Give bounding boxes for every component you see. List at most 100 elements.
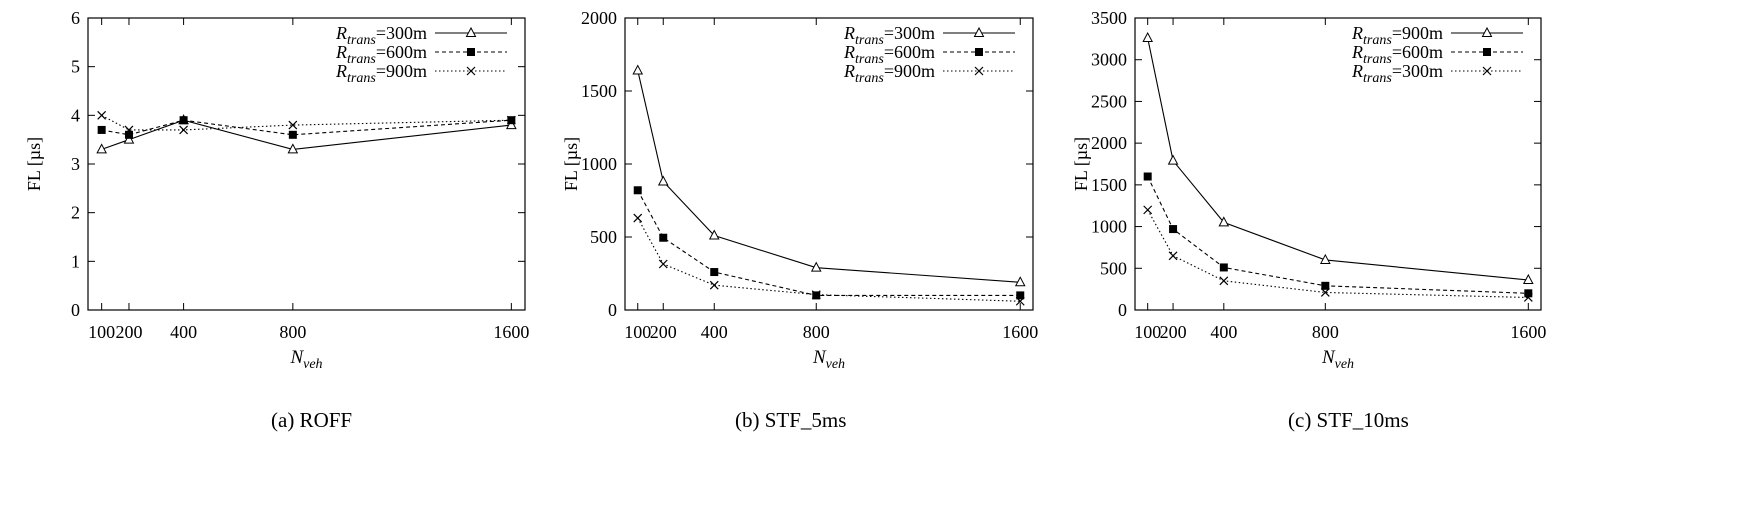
y-tick-label: 4 xyxy=(71,105,80,125)
plot-frame xyxy=(87,17,526,311)
data-point xyxy=(506,115,516,125)
data-point xyxy=(1142,31,1154,43)
x-axis-label: Nveh xyxy=(1321,347,1354,372)
data-point xyxy=(123,133,135,144)
y-tick-label: 3000 xyxy=(1091,50,1127,70)
series-line xyxy=(637,190,1021,296)
series-line xyxy=(101,114,512,131)
x-tick-label: 400 xyxy=(701,322,728,342)
y-axis-label: FL [µs] xyxy=(561,137,581,191)
legend-label: Rtrans=600m xyxy=(843,42,935,67)
legend-label: Rtrans=600m xyxy=(1351,42,1443,67)
data-point xyxy=(658,259,668,269)
x-tick-label: 800 xyxy=(279,322,306,342)
chart-caption: (b) STF_5ms xyxy=(735,408,846,432)
x-tick-label: 200 xyxy=(1160,322,1187,342)
data-point xyxy=(811,290,821,300)
x-tick-label: 1600 xyxy=(1002,322,1038,342)
chart-1: 0 1 2 3 4 5 6 100 200 400 800 1600 FL [µs] Nveh Rtrans… xyxy=(24,8,529,432)
legend-marker xyxy=(466,66,476,76)
legend-marker xyxy=(1482,66,1492,76)
y-axis-label: FL [µs] xyxy=(24,137,44,191)
y-tick-label: 0 xyxy=(608,300,617,320)
series-line xyxy=(637,70,1021,283)
x-tick-label: 100 xyxy=(624,322,651,342)
data-point xyxy=(1321,281,1330,290)
y-tick-label: 2000 xyxy=(1091,133,1127,153)
series-1 xyxy=(632,64,1026,287)
legend-marker xyxy=(1481,26,1493,37)
series-2 xyxy=(633,186,1025,300)
data-point xyxy=(124,130,133,139)
chart-caption: (a) ROFF xyxy=(271,408,352,432)
data-point xyxy=(287,143,299,154)
legend-marker xyxy=(974,66,984,76)
data-point xyxy=(1016,291,1025,300)
y-tick-label: 500 xyxy=(590,227,617,247)
y-tick-label: 2500 xyxy=(1091,91,1127,111)
data-point xyxy=(1168,251,1178,261)
data-point xyxy=(288,130,297,139)
y-tick-label: 2 xyxy=(71,203,80,223)
y-tick-label: 0 xyxy=(1118,300,1127,320)
data-point xyxy=(1523,293,1533,302)
data-point xyxy=(506,118,517,130)
data-point xyxy=(1524,289,1533,298)
data-point xyxy=(179,116,188,125)
data-point xyxy=(1015,296,1025,306)
data-point xyxy=(632,64,644,75)
y-tick-label: 1000 xyxy=(1091,217,1127,237)
data-point xyxy=(1218,216,1230,227)
legend-marker xyxy=(975,48,983,56)
x-tick-label: 100 xyxy=(1134,322,1161,342)
y-tick-label: 5 xyxy=(71,57,80,77)
x-tick-label: 400 xyxy=(170,322,197,342)
chart-caption: (c) STF_10ms xyxy=(1288,408,1409,432)
y-tick-label: 0 xyxy=(71,300,80,320)
x-tick-label: 800 xyxy=(1312,322,1339,342)
series-2 xyxy=(97,116,516,139)
x-tick-label: 1600 xyxy=(1510,322,1546,342)
data-point xyxy=(1143,172,1152,181)
series-line xyxy=(1147,176,1529,294)
x-axis-label: Nveh xyxy=(812,347,845,372)
legend-label: Rtrans=900m xyxy=(335,61,427,86)
data-point xyxy=(1167,154,1179,165)
data-point xyxy=(657,175,669,186)
x-tick-label: 100 xyxy=(88,322,115,342)
plot-frame xyxy=(624,17,1034,311)
legend-label: Rtrans=300m xyxy=(335,23,427,48)
data-point xyxy=(810,261,822,272)
data-point xyxy=(710,268,719,277)
y-tick-label: 6 xyxy=(71,8,80,28)
x-tick-label: 1600 xyxy=(493,322,529,342)
data-point xyxy=(633,213,643,223)
data-point xyxy=(1319,253,1331,264)
legend-label: Rtrans=300m xyxy=(1351,61,1443,86)
legend-marker xyxy=(1483,48,1491,56)
series-1 xyxy=(96,114,517,154)
x-tick-label: 200 xyxy=(115,322,142,342)
y-tick-label: 2000 xyxy=(581,8,617,28)
series-3 xyxy=(633,213,1025,306)
data-point xyxy=(633,186,642,195)
x-tick-label: 800 xyxy=(803,322,830,342)
data-point xyxy=(1320,288,1330,297)
data-point xyxy=(1219,276,1229,286)
data-point xyxy=(97,125,106,134)
data-point xyxy=(1143,205,1153,215)
x-axis-label: Nveh xyxy=(289,347,322,372)
series-3 xyxy=(97,110,516,135)
data-point xyxy=(124,125,134,135)
y-tick-label: 1 xyxy=(71,251,80,271)
y-tick-label: 1000 xyxy=(581,154,617,174)
y-tick-label: 500 xyxy=(1100,258,1127,278)
data-point xyxy=(1219,263,1228,272)
series-line xyxy=(1147,37,1529,281)
series-3 xyxy=(1143,205,1533,302)
data-point xyxy=(1014,276,1026,287)
data-point xyxy=(97,110,107,120)
y-tick-label: 1500 xyxy=(581,81,617,101)
